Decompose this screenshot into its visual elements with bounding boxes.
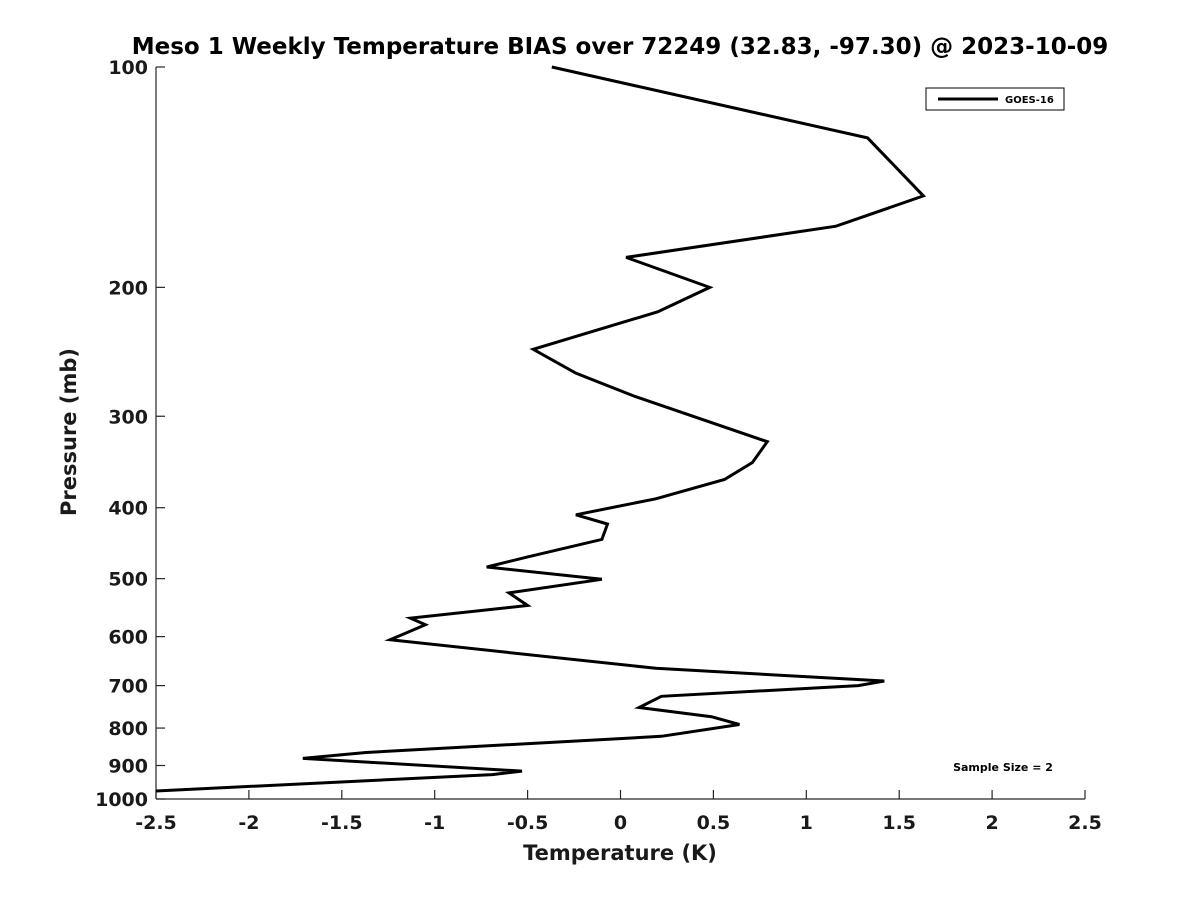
sample-size-annotation: Sample Size = 2	[953, 761, 1053, 774]
x-tick-label: 0.5	[697, 812, 731, 834]
y-tick-label: 1000	[95, 789, 148, 811]
x-tick-label: 0	[614, 812, 627, 834]
y-tick-label: 300	[108, 406, 148, 428]
y-tick-label: 600	[108, 627, 148, 649]
x-tick-label: 2.5	[1068, 812, 1102, 834]
y-tick-label: 800	[108, 718, 148, 740]
y-tick-label: 100	[108, 57, 148, 79]
y-tick-label: 700	[108, 676, 148, 698]
x-tick-label: 1.5	[882, 812, 916, 834]
series-lines	[155, 65, 927, 793]
y-tick-label: 900	[108, 756, 148, 778]
x-tick-label: -1.5	[321, 812, 363, 834]
y-axis-label: Pressure (mb)	[57, 348, 81, 516]
x-tick-label: -2	[238, 812, 259, 834]
x-axis-label: Temperature (K)	[523, 841, 717, 865]
y-tick-label: 200	[108, 277, 148, 299]
x-axis-ticks: -2.5 -2 -1.5 -1 -0.5 0 0.5 1 1.5 2 2.5	[135, 790, 1102, 834]
x-tick-label: -0.5	[507, 812, 549, 834]
x-tick-label: -1	[424, 812, 445, 834]
y-tick-label: 500	[108, 569, 148, 591]
y-tick-label: 400	[108, 498, 148, 520]
legend-label: GOES-16	[1005, 95, 1054, 106]
series-line-goes16	[155, 65, 927, 793]
legend: GOES-16	[925, 87, 1065, 111]
x-tick-label: -2.5	[135, 812, 177, 834]
x-tick-label: 1	[800, 812, 813, 834]
chart-title: Meso 1 Weekly Temperature BIAS over 7224…	[132, 34, 1109, 60]
y-axis-ticks: 100 200 300 400 500 600 700 800 900 1000	[95, 57, 165, 811]
x-tick-label: 2	[985, 812, 998, 834]
